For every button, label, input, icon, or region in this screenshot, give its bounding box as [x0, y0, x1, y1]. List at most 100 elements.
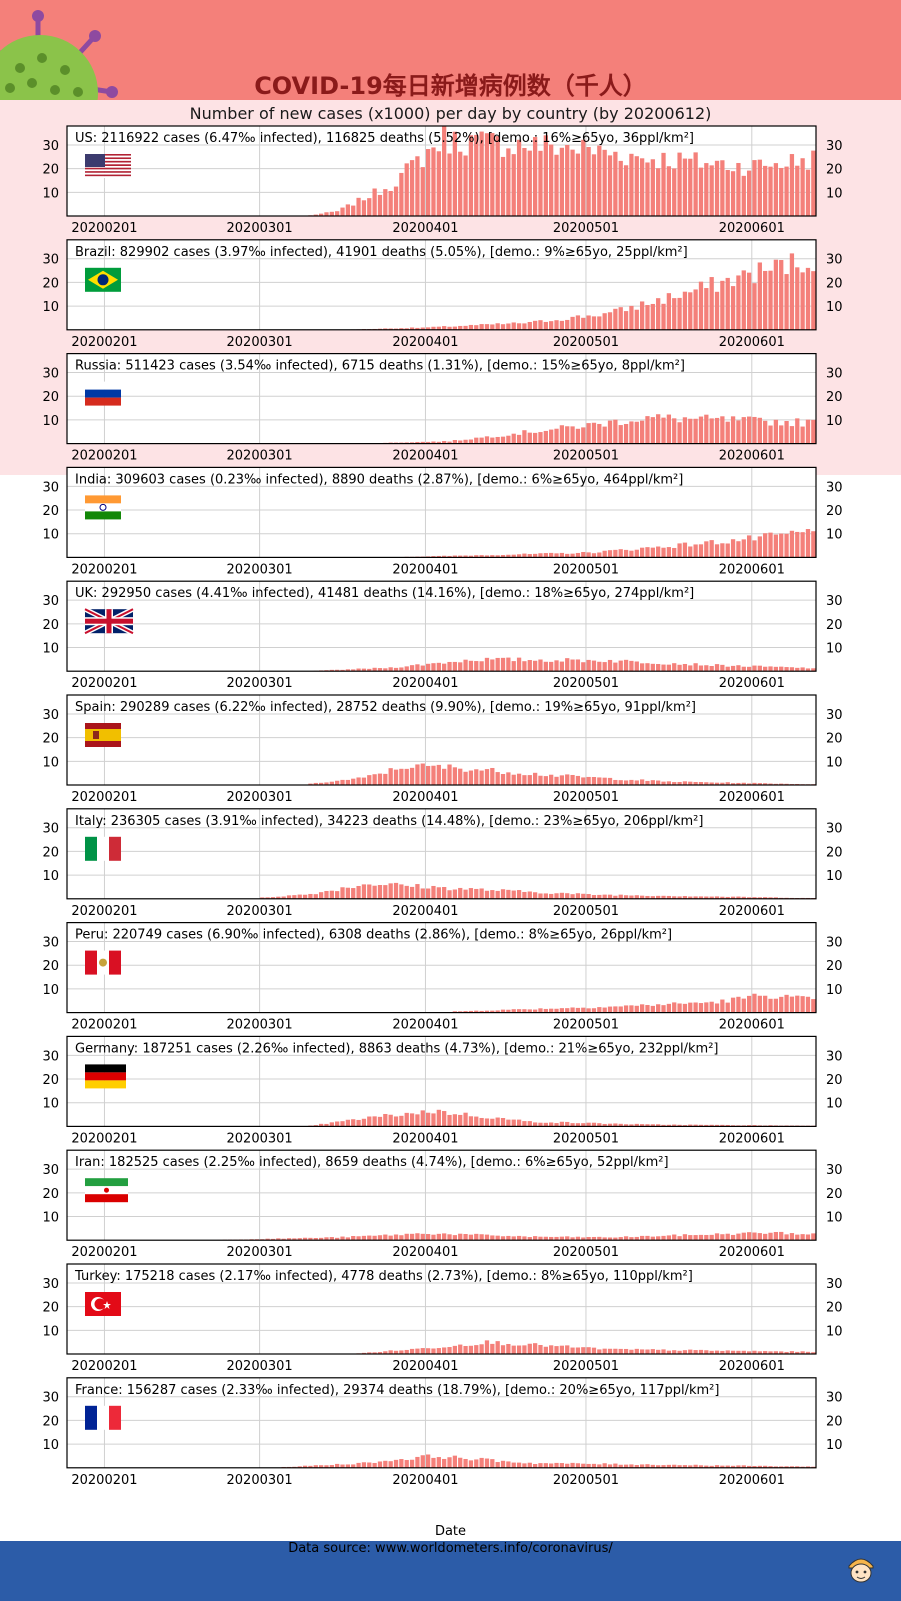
bar: [661, 781, 666, 785]
bar: [725, 1002, 730, 1013]
italy-flag: [85, 836, 121, 861]
bar: [490, 767, 495, 785]
bar: [425, 765, 431, 785]
x-tick-label: 20200501: [553, 335, 619, 350]
bar: [607, 1237, 613, 1241]
bar: [602, 1463, 607, 1468]
plot-frame: [66, 1035, 817, 1128]
bar: [656, 1349, 661, 1354]
bar: [436, 1109, 441, 1127]
bar: [768, 666, 773, 672]
x-tick-label: 20200401: [392, 221, 458, 236]
bar: [393, 667, 399, 672]
bar: [698, 281, 704, 330]
bar: [425, 663, 431, 672]
panel-label: Russia: 511423 cases (3.54‰ infected), 6…: [75, 359, 685, 374]
flag-part: [85, 511, 121, 520]
bar: [281, 896, 286, 899]
bar: [730, 783, 736, 785]
bar: [795, 1351, 800, 1354]
x-tick-label: 20200201: [71, 1131, 137, 1146]
bar: [468, 1116, 474, 1127]
bar: [404, 1349, 409, 1354]
bar: [677, 1236, 682, 1241]
plot-frame: [66, 694, 817, 786]
x-tick-label: 20200301: [227, 1018, 293, 1033]
y-tick-label-left: 20: [42, 959, 59, 974]
bar: [763, 1351, 768, 1354]
bar: [559, 552, 565, 558]
bar: [698, 1465, 704, 1468]
bar: [415, 1456, 420, 1468]
bar: [629, 779, 634, 785]
x-tick-label: 20200601: [719, 221, 785, 236]
bar: [661, 547, 666, 558]
bar: [318, 1465, 324, 1468]
bar: [570, 149, 575, 216]
bar: [265, 897, 270, 899]
x-tick-label: 20200201: [71, 1018, 137, 1033]
bar: [629, 660, 634, 672]
bar: [650, 1005, 655, 1013]
x-tick-label: 20200601: [719, 1359, 785, 1374]
bar: [388, 883, 393, 899]
bar: [650, 417, 655, 444]
bar: [618, 660, 623, 672]
bar: [431, 147, 436, 216]
bar: [688, 1235, 693, 1241]
bar: [543, 893, 548, 899]
bar: [623, 895, 629, 899]
bar: [527, 1121, 532, 1127]
bar: [532, 432, 538, 444]
y-tick-label-right: 30: [826, 594, 843, 609]
bar: [698, 167, 704, 216]
plot-area: [67, 695, 816, 785]
bar: [559, 1121, 565, 1127]
bar: [265, 1238, 270, 1241]
bar: [351, 888, 356, 899]
bar: [779, 260, 784, 330]
india-flag: [85, 495, 121, 520]
bar: [495, 1341, 500, 1354]
bar: [618, 307, 623, 330]
bar: [474, 325, 479, 330]
bar: [367, 1116, 372, 1127]
bar: [522, 891, 527, 899]
bar: [420, 888, 425, 899]
bar: [404, 1233, 409, 1241]
bar: [479, 1010, 484, 1013]
bar: [565, 1121, 570, 1127]
bar: [340, 1236, 345, 1241]
bar: [554, 1462, 559, 1468]
bar: [634, 895, 639, 899]
bar: [730, 539, 736, 558]
bar: [511, 1462, 516, 1468]
bar: [532, 1343, 538, 1354]
bar: [688, 1349, 693, 1354]
bar: [586, 552, 591, 558]
bar: [634, 780, 639, 785]
bar: [693, 544, 698, 558]
y-tick-label-left: 20: [42, 163, 59, 178]
bar: [789, 530, 795, 558]
bar: [656, 1236, 661, 1241]
flag-part: [97, 1405, 109, 1430]
bar: [623, 1005, 629, 1013]
bar: [677, 1124, 682, 1127]
bar: [490, 1235, 495, 1241]
bar: [324, 782, 329, 785]
y-tick-label-left: 20: [42, 618, 59, 633]
bar: [779, 1351, 784, 1354]
bar: [645, 1235, 650, 1241]
bar: [554, 893, 559, 899]
bar: [409, 327, 415, 330]
panel-us: 10 10 20 20 30 30 20200201 20200301 20200401 2020…: [42, 125, 843, 236]
bar: [741, 782, 746, 785]
flag-part: [85, 154, 131, 156]
y-tick-label-right: 10: [826, 755, 843, 770]
bar: [559, 892, 565, 899]
bar: [511, 661, 516, 672]
bar: [511, 774, 516, 785]
bar: [479, 324, 484, 330]
x-tick-label: 20200501: [553, 449, 619, 464]
